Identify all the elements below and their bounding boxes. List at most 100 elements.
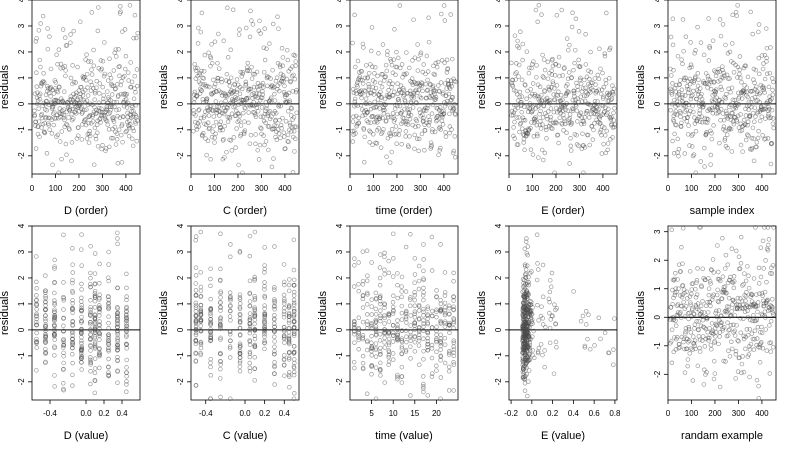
data-point [447,311,452,317]
data-point [252,296,258,301]
data-point [70,345,75,351]
data-point [679,303,684,309]
data-point [242,119,247,124]
data-point [115,241,120,247]
data-point [92,356,98,361]
data-point [522,388,528,394]
data-point [442,103,448,109]
data-point [364,319,370,324]
data-point [132,119,138,124]
data-point [771,125,776,131]
data-point [92,346,98,351]
data-point [59,129,65,134]
x-tick-label: -0.4 [199,409,213,418]
data-point [389,62,395,68]
data-point [262,293,267,299]
data-point [391,89,397,95]
data-point [727,76,732,81]
data-point [97,365,102,371]
data-point [734,248,739,254]
data-point [198,288,204,294]
data-point [520,323,526,329]
data-point [64,43,70,48]
data-point [447,130,452,136]
data-point [115,316,120,322]
data-point [352,321,357,327]
data-point [738,261,744,266]
data-point [70,337,75,342]
data-point [382,302,387,307]
data-point [762,289,768,295]
data-point [680,17,686,22]
data-point [385,112,390,118]
data-point [442,308,448,313]
data-point [356,347,361,352]
data-point [237,248,243,254]
data-point [588,49,593,55]
y-axis-title: residuals [635,64,647,109]
data-point [117,64,122,69]
data-point [66,115,71,120]
x-tick-label: 0.2 [547,409,559,418]
data-point [451,350,457,355]
data-point [735,113,741,119]
data-point [281,89,287,95]
data-point [451,353,457,359]
data-point [399,303,405,309]
data-point [70,280,75,286]
data-point [768,271,773,276]
data-point [731,121,737,127]
data-point [565,108,571,114]
data-point [708,152,714,158]
data-point [247,315,253,320]
data-point [749,104,754,110]
data-point [711,123,716,128]
data-point [697,111,702,116]
data-point [266,147,271,153]
data-point [734,13,739,19]
data-point [719,99,725,105]
data-point [729,246,735,252]
x-tick-label: 0.0 [526,409,538,418]
data-point [429,342,435,348]
data-point [386,313,392,318]
data-point [673,347,679,352]
data-point [34,336,39,342]
data-point [132,12,138,18]
data-point [556,54,562,60]
data-point [753,98,759,103]
data-point [115,236,120,241]
data-point [272,334,277,340]
data-point [92,321,98,327]
data-point [58,66,63,71]
data-point [585,336,590,342]
data-point [292,391,297,396]
data-point [418,50,424,55]
data-point [372,71,377,76]
data-point [675,53,681,59]
data-point [669,101,675,107]
data-point [393,124,399,129]
data-point [206,126,212,132]
data-point [534,232,540,237]
data-point [430,129,435,135]
data-point [38,83,44,89]
data-point [435,117,440,123]
y-tick-label: 4 [653,0,662,2]
data-point [123,96,129,102]
data-point [33,146,39,151]
data-point [117,73,122,79]
data-point [543,324,548,330]
data-point [369,372,374,377]
data-point [759,324,764,330]
data-point [34,311,39,317]
data-point [692,343,697,348]
data-point [693,286,698,292]
data-point [537,84,543,90]
data-point [79,307,84,313]
data-point [596,107,601,112]
data-point [114,99,119,105]
data-point [727,49,733,55]
data-point [725,132,730,137]
data-point [386,331,391,336]
